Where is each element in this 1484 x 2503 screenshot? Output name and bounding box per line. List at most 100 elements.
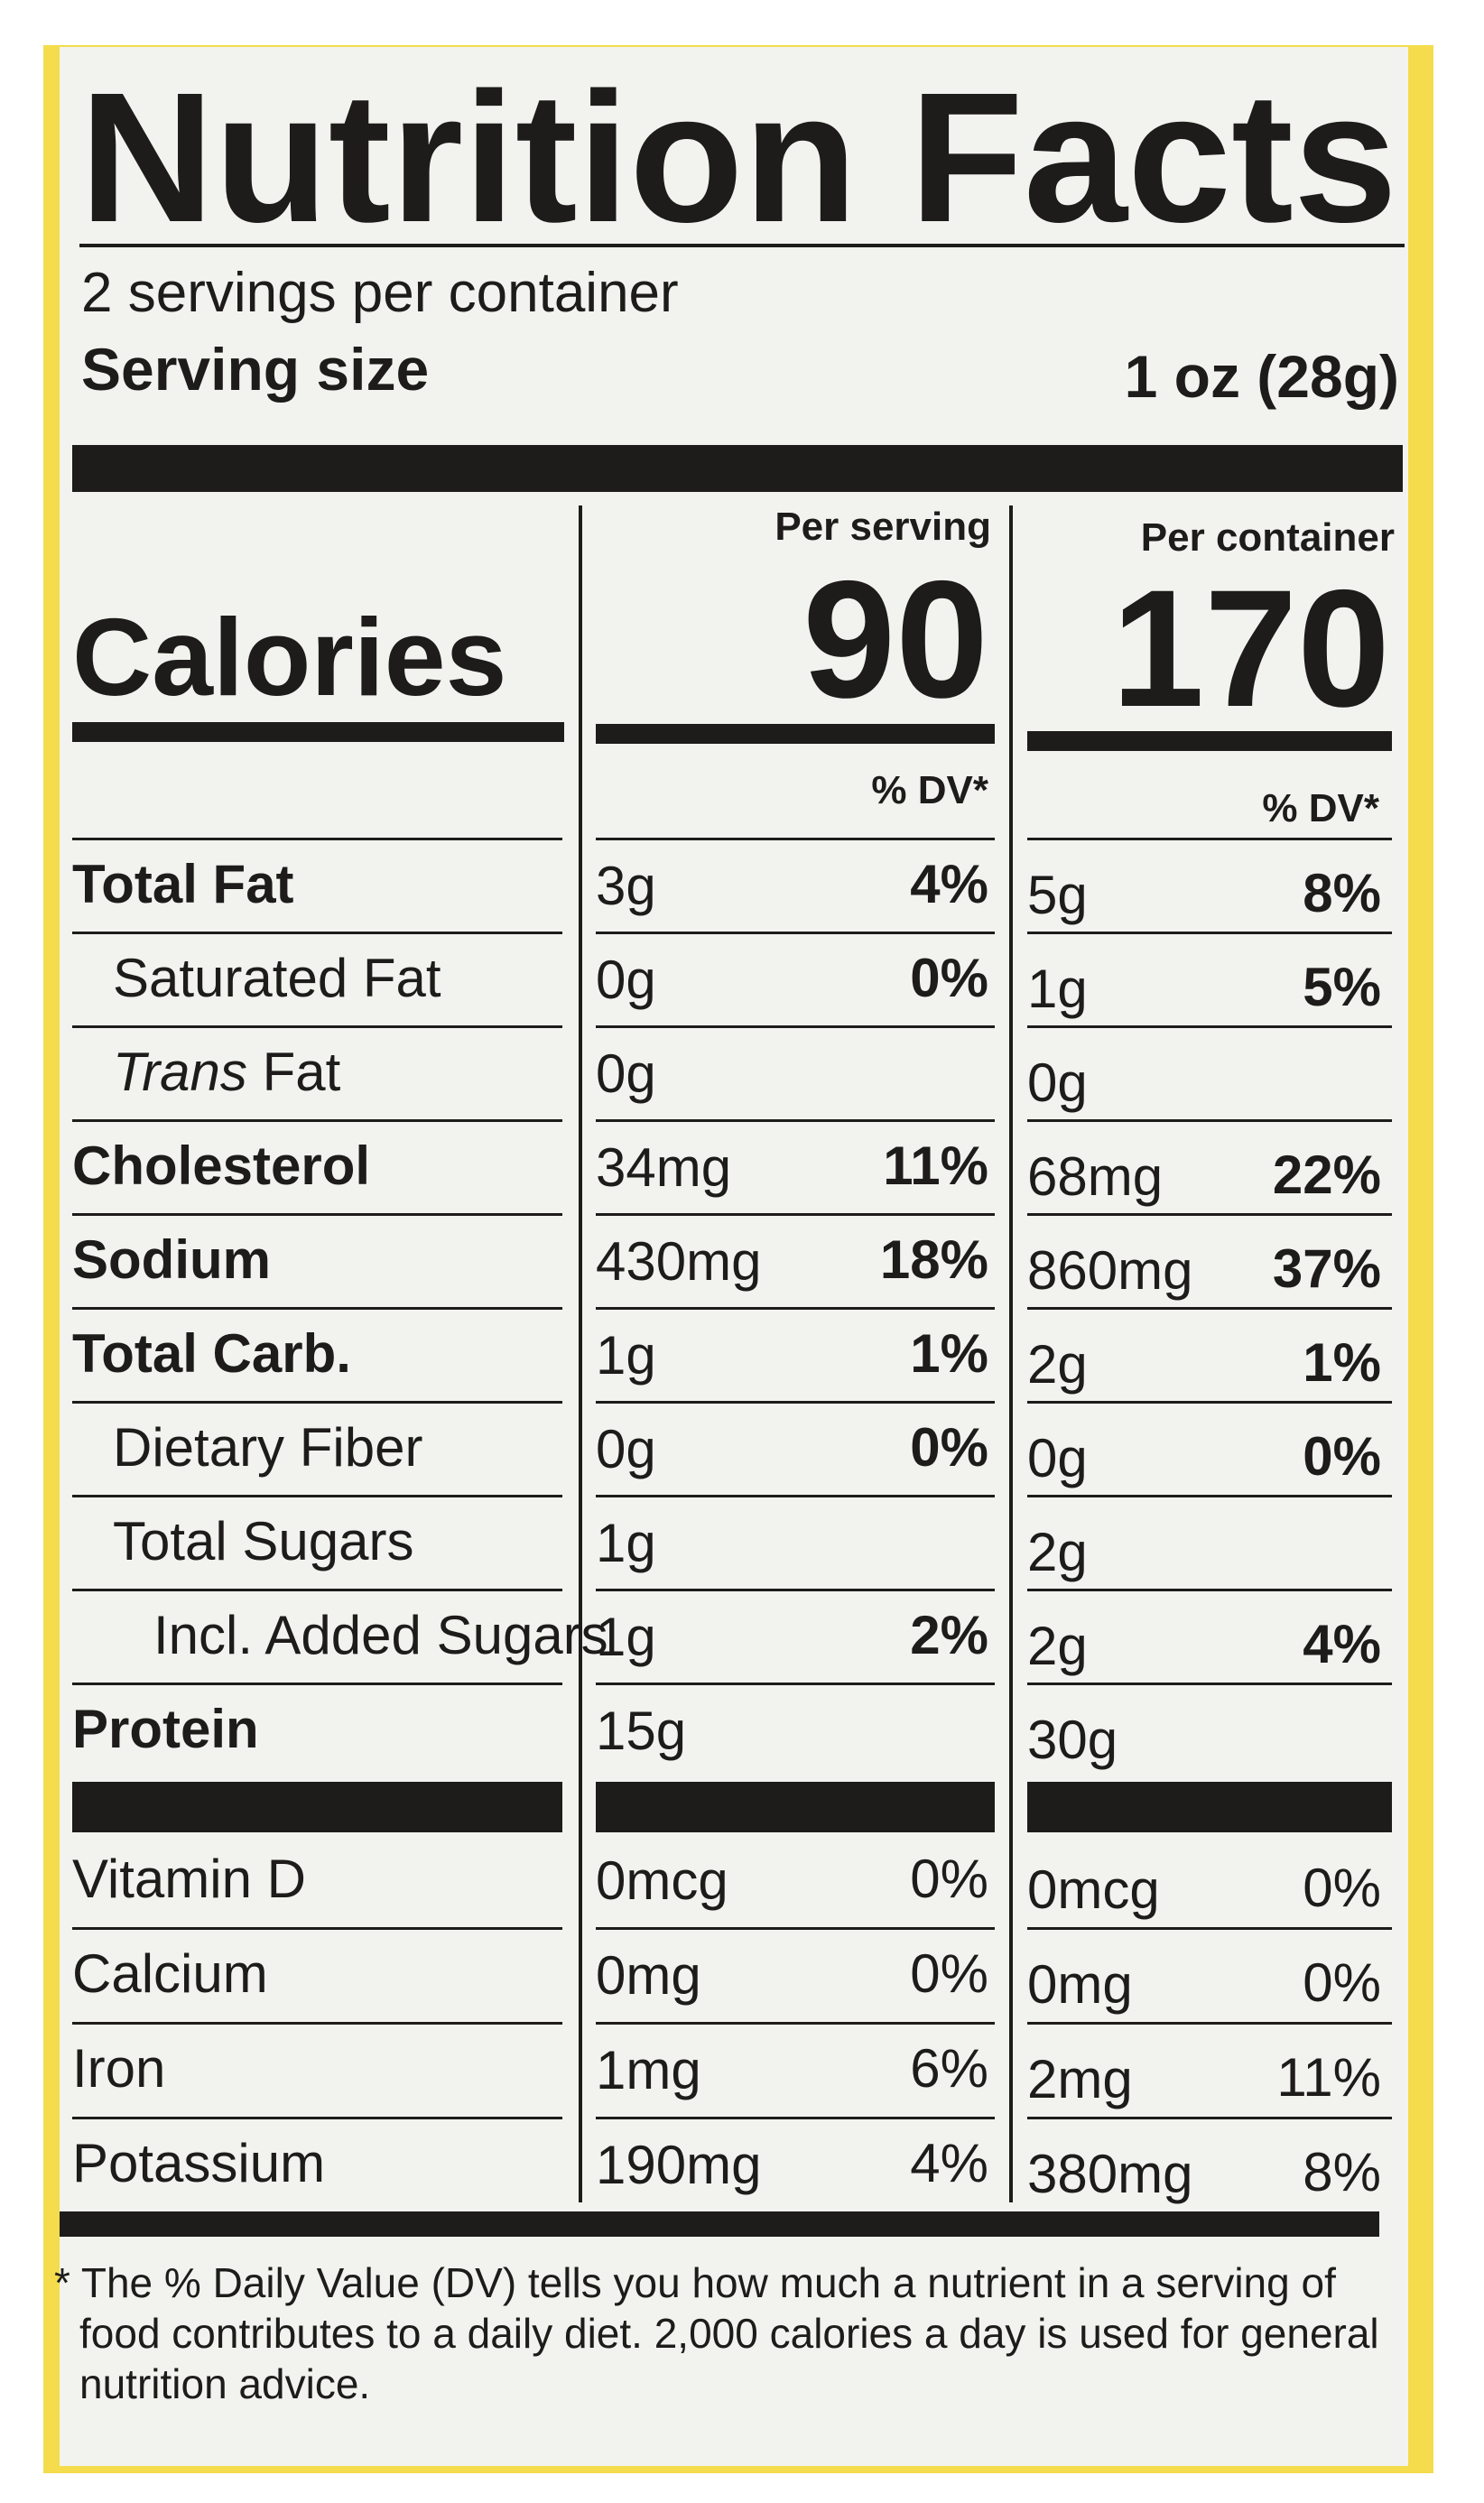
row-separator bbox=[72, 1307, 562, 1310]
row-separator bbox=[596, 1589, 995, 1591]
nutrient-name: Calcium bbox=[72, 1943, 268, 2004]
amount-container: 0g bbox=[1027, 1052, 1088, 1113]
row-separator bbox=[596, 2022, 995, 2025]
row-separator bbox=[1027, 838, 1392, 840]
thick-bar bbox=[72, 445, 1403, 492]
row-separator bbox=[1027, 1495, 1392, 1497]
title: Nutrition Facts bbox=[79, 54, 1397, 261]
nutrient-name: Iron bbox=[72, 2038, 165, 2099]
dv-container: 4% bbox=[1303, 1614, 1381, 1674]
row-separator bbox=[1027, 1401, 1392, 1404]
row-separator bbox=[72, 1683, 562, 1685]
row-separator bbox=[72, 1401, 562, 1404]
dv-serving: 0% bbox=[910, 1849, 988, 1909]
row-separator bbox=[72, 1495, 562, 1497]
row-separator bbox=[1027, 1683, 1392, 1685]
footnote-line: nutrition advice. bbox=[79, 2360, 370, 2407]
footnote-line: * The % Daily Value (DV) tells you how m… bbox=[54, 2259, 1336, 2306]
row-separator bbox=[72, 932, 562, 934]
nutrient-name: Trans Fat bbox=[113, 1042, 341, 1102]
amount-container: 68mg bbox=[1027, 1146, 1163, 1207]
amount-serving: 1mg bbox=[596, 2040, 701, 2100]
amount-container: 0mg bbox=[1027, 1954, 1133, 2015]
servings-per-container: 2 servings per container bbox=[81, 262, 679, 324]
amount-serving: 0mg bbox=[596, 1945, 701, 2006]
nutrient-name: Saturated Fat bbox=[113, 948, 441, 1008]
amount-container: 1g bbox=[1027, 959, 1088, 1019]
per-container-header: Per container bbox=[1141, 515, 1395, 560]
dv-container: 11% bbox=[1276, 2047, 1381, 2108]
nutrient-name: Dietary Fiber bbox=[113, 1417, 422, 1478]
calories-bar bbox=[72, 722, 564, 742]
dv-serving: 4% bbox=[910, 854, 988, 914]
amount-serving: 15g bbox=[596, 1701, 686, 1761]
nutrient-name-italic: Trans bbox=[113, 1042, 247, 1102]
amount-container: 0g bbox=[1027, 1428, 1088, 1488]
per-serving-header: Per serving bbox=[774, 505, 991, 549]
dv-container: 0% bbox=[1303, 1858, 1381, 1918]
row-separator bbox=[1027, 1589, 1392, 1591]
row-separator bbox=[596, 932, 995, 934]
row-separator bbox=[596, 1119, 995, 1122]
amount-container: 5g bbox=[1027, 865, 1088, 925]
dv-serving: 0% bbox=[910, 948, 988, 1008]
dv-serving: 1% bbox=[910, 1323, 988, 1384]
dv-serving: 6% bbox=[910, 2038, 988, 2099]
dv-serving: 2% bbox=[910, 1605, 988, 1665]
nutrient-name: Total Sugars bbox=[113, 1511, 414, 1571]
row-separator bbox=[596, 1495, 995, 1497]
row-separator bbox=[596, 1927, 995, 1930]
row-separator bbox=[72, 1119, 562, 1122]
nutrient-name-text: Fat bbox=[263, 1042, 341, 1102]
amount-serving: 0mcg bbox=[596, 1850, 728, 1911]
calories-label: Calories bbox=[72, 596, 506, 718]
row-separator bbox=[1027, 1307, 1392, 1310]
row-separator bbox=[596, 1025, 995, 1028]
dv-container: 1% bbox=[1303, 1332, 1381, 1393]
row-separator bbox=[596, 838, 995, 840]
nutrient-name: Total Fat bbox=[72, 854, 294, 914]
dv-container: 0% bbox=[1303, 1426, 1381, 1487]
dv-header: % DV* bbox=[1262, 786, 1379, 830]
dv-serving: 0% bbox=[910, 1417, 988, 1478]
amount-serving: 1g bbox=[596, 1513, 656, 1573]
row-separator bbox=[596, 1683, 995, 1685]
calories-per-serving: 90 bbox=[802, 547, 988, 733]
nutrient-rows: Total Fat 3g 4% 5g 8% Saturated Fat 0g 0% 1g 5% Tr… bbox=[72, 838, 1392, 2204]
nutrient-name: Potassium bbox=[72, 2133, 325, 2193]
thick-bar bbox=[72, 1782, 562, 1832]
nutrient-name: Vitamin D bbox=[72, 1849, 306, 1909]
dv-serving: 0% bbox=[910, 1943, 988, 2004]
amount-serving: 0g bbox=[596, 1419, 656, 1479]
calories-bar bbox=[1027, 731, 1392, 751]
amount-container: 30g bbox=[1027, 1710, 1118, 1770]
dv-container: 37% bbox=[1273, 1238, 1381, 1299]
amount-container: 0mcg bbox=[1027, 1859, 1160, 1920]
dv-container: 0% bbox=[1303, 1952, 1381, 2013]
amount-container: 860mg bbox=[1027, 1240, 1192, 1301]
nutrient-name: Total Carb. bbox=[72, 1323, 351, 1384]
row-separator bbox=[72, 1927, 562, 1930]
amount-serving: 190mg bbox=[596, 2135, 761, 2195]
row-separator bbox=[72, 1589, 562, 1591]
dv-serving: 4% bbox=[910, 2133, 988, 2193]
serving-size-label: Serving size bbox=[81, 336, 429, 403]
row-separator bbox=[72, 2117, 562, 2119]
row-separator bbox=[72, 1213, 562, 1216]
amount-serving: 3g bbox=[596, 856, 656, 916]
row-separator bbox=[1027, 2117, 1392, 2119]
amount-serving: 430mg bbox=[596, 1231, 761, 1292]
bottom-bar bbox=[60, 2211, 1379, 2237]
dv-container: 5% bbox=[1303, 957, 1381, 1017]
amount-container: 2mg bbox=[1027, 2049, 1133, 2109]
amount-container: 2g bbox=[1027, 1616, 1088, 1676]
row-separator bbox=[1027, 1119, 1392, 1122]
row-separator bbox=[1027, 1025, 1392, 1028]
amount-serving: 1g bbox=[596, 1325, 656, 1386]
row-separator bbox=[72, 1025, 562, 1028]
thick-bar bbox=[596, 1782, 995, 1832]
dv-container: 8% bbox=[1303, 863, 1381, 923]
column-divider bbox=[579, 505, 582, 2202]
dv-serving: 11% bbox=[883, 1136, 988, 1196]
